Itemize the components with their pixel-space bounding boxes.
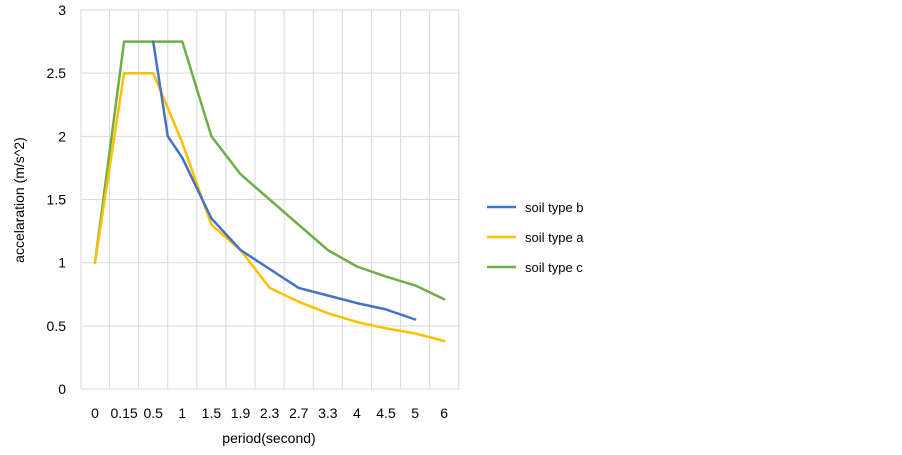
y-tick-label: 0.5 — [47, 318, 67, 334]
x-tick-label: 1 — [178, 405, 186, 421]
y-tick-label: 3 — [58, 2, 66, 18]
x-tick-label: 4.5 — [376, 405, 396, 421]
y-tick-label: 2.5 — [47, 65, 67, 81]
x-axis-title: period(second) — [222, 430, 315, 446]
axis-layer — [80, 10, 460, 390]
x-tick-label: 0.5 — [143, 405, 163, 421]
x-tick-label: 5 — [411, 405, 419, 421]
y-tick-label: 1.5 — [47, 192, 67, 208]
legend-label: soil type c — [525, 260, 583, 275]
legend-label: soil type a — [525, 230, 584, 245]
x-tick-label: 4 — [353, 405, 361, 421]
x-tick-label: 1.5 — [202, 405, 222, 421]
x-tick-label: 0 — [91, 405, 99, 421]
y-tick-label: 0 — [58, 381, 66, 397]
x-tick-label: 3.3 — [318, 405, 338, 421]
grid-layer — [81, 9, 460, 389]
series-line-soil-type-b — [151, 40, 417, 321]
series-line-soil-type-c — [93, 40, 446, 301]
y-axis-title: accelaration (m/s^2) — [11, 137, 27, 263]
legend-label: soil type b — [525, 200, 584, 215]
x-tick-labels: 0 0.15 0.5 1 1.5 1.9 2.3 2.7 3.3 4 4.5 5 6 — [91, 405, 448, 421]
x-tick-label: 6 — [440, 405, 448, 421]
series-line-soil-type-a — [93, 71, 446, 343]
series-layer — [93, 40, 446, 343]
x-tick-label: 2.3 — [260, 405, 280, 421]
y-tick-label: 2 — [58, 128, 66, 144]
x-tick-label: 0.15 — [110, 405, 137, 421]
x-tick-label: 2.7 — [289, 405, 309, 421]
legend: soil type b soil type a soil type c — [487, 200, 584, 275]
x-tick-label: 1.9 — [231, 405, 251, 421]
y-tick-labels: 0 0.5 1 1.5 2 2.5 3 — [47, 2, 67, 397]
y-tick-label: 1 — [58, 255, 66, 271]
